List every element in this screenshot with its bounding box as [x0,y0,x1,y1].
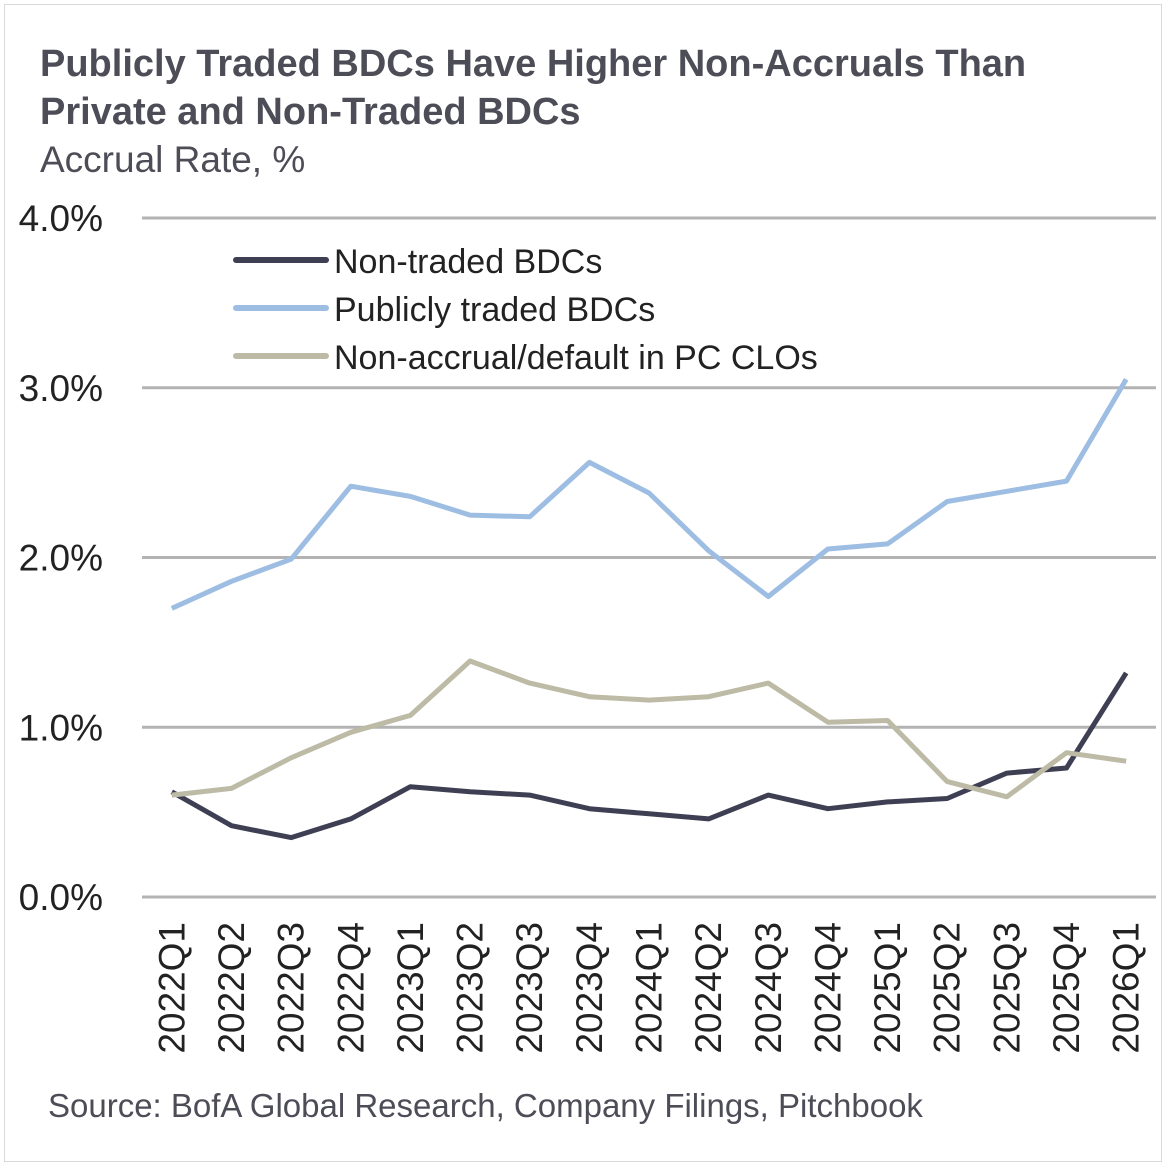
chart-subtitle: Accrual Rate, % [40,139,306,180]
chart-frame [4,4,1162,1162]
x-tick-label: 2022Q3 [271,922,312,1054]
x-tick-label: 2024Q4 [807,922,848,1054]
x-tick-label: 2023Q1 [390,922,431,1054]
y-tick-label: 4.0% [19,198,103,239]
y-tick-label: 2.0% [19,538,103,579]
x-tick-label: 2024Q2 [688,922,729,1054]
x-tick-label: 2022Q2 [211,922,252,1054]
y-axis-tick-labels: 0.0% 1.0% 2.0% 3.0% 4.0% [19,198,103,918]
x-tick-label: 2025Q1 [867,922,908,1054]
x-tick-label: 2024Q1 [629,922,670,1054]
series-line-2 [170,378,1129,611]
x-tick-label: 2025Q2 [927,922,968,1054]
legend-label: Publicly traded BDCs [334,291,655,329]
y-tick-label: 1.0% [19,707,103,748]
x-axis-tick-labels: 2022Q1 2022Q2 2022Q3 2022Q4 2023Q1 2023Q2 2023… [151,922,1146,1054]
legend: Non-traded BDCs Publicly traded BDCs Non-a… [233,243,818,377]
x-tick-label: 2023Q2 [450,922,491,1054]
series-line-1 [170,671,1129,841]
series-lines [170,378,1129,841]
x-tick-label: 2025Q4 [1046,922,1087,1054]
gridlines [142,216,1156,899]
x-tick-label: 2024Q3 [748,922,789,1054]
source-note: Source: BofA Global Research, Company Fi… [48,1087,923,1124]
x-tick-label: 2022Q1 [151,922,192,1054]
y-tick-label: 0.0% [19,877,103,918]
legend-label: Non-accrual/default in PC CLOs [334,339,818,377]
series-line-3 [171,658,1127,800]
x-tick-label: 2026Q1 [1106,922,1147,1054]
x-tick-label: 2023Q4 [569,922,610,1054]
x-tick-label: 2022Q4 [330,922,371,1054]
x-tick-label: 2025Q3 [986,922,1027,1054]
x-tick-label: 2023Q3 [509,922,550,1054]
legend-label: Non-traded BDCs [334,243,602,281]
chart-title: Publicly Traded BDCs Have Higher Non-Acc… [40,43,1027,133]
y-tick-label: 3.0% [19,368,103,409]
